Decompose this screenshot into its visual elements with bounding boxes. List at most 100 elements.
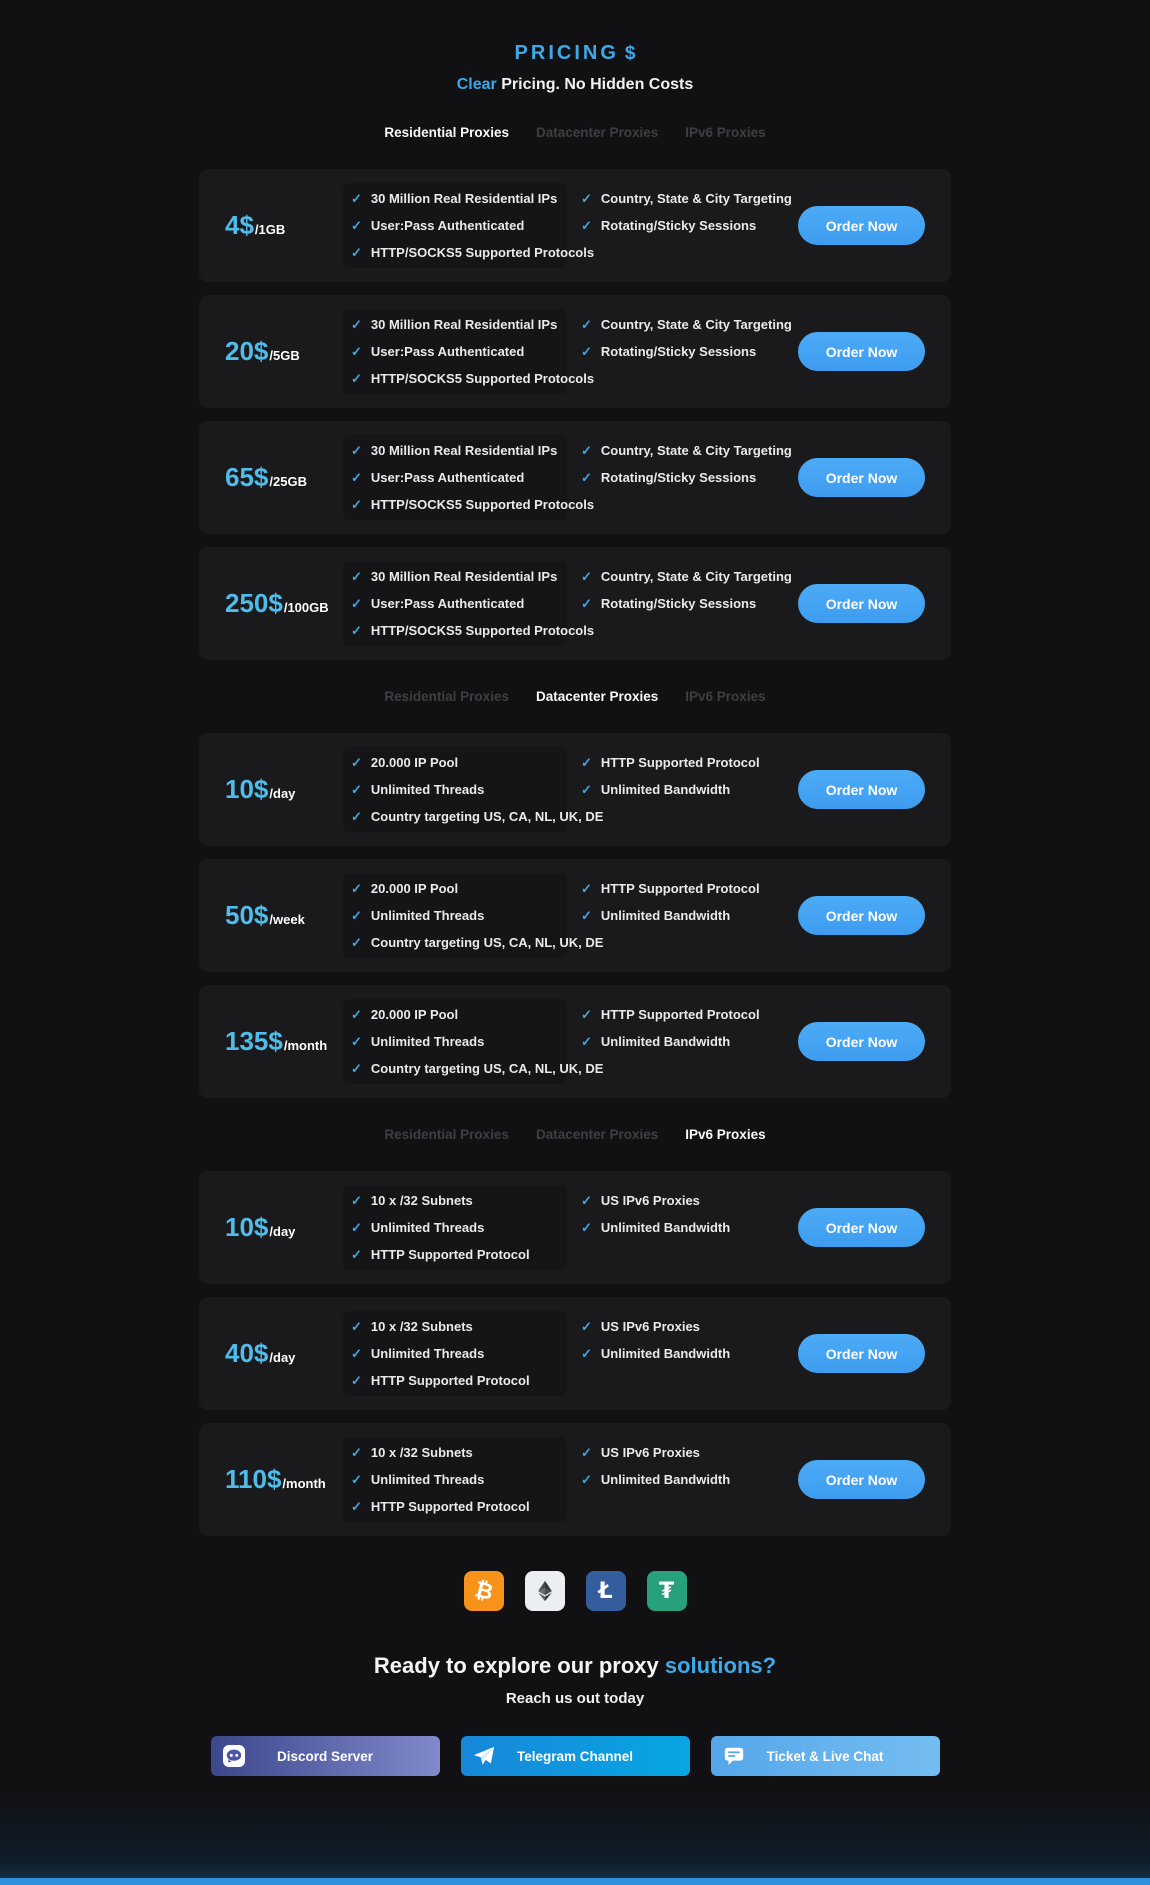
- feature-item: ✓ 30 Million Real Residential IPs: [351, 185, 557, 212]
- feature-item: ✓ User:Pass Authenticated: [351, 590, 557, 617]
- pricing-card-residential-100gb: 250$/100GB ✓ 30 Million Real Residential …: [199, 547, 951, 660]
- feature-item: ✓ Unlimited Bandwidth: [581, 1028, 760, 1055]
- feature-text: Unlimited Threads: [370, 782, 485, 797]
- check-icon: ✓: [351, 1246, 362, 1262]
- tether-icon[interactable]: ₮: [646, 1571, 687, 1611]
- cta-heading-main: Ready to explore our proxy: [373, 1653, 665, 1678]
- feature-text: HTTP Supported Protocol: [600, 1007, 760, 1022]
- check-icon: ✓: [351, 1060, 362, 1076]
- order-now-button[interactable]: Order Now: [798, 458, 925, 497]
- feature-item: ✓ 20.000 IP Pool: [351, 749, 557, 776]
- tab-residential-proxies[interactable]: Residential Proxies: [384, 1127, 509, 1142]
- feature-text: Rotating/Sticky Sessions: [600, 470, 757, 485]
- check-icon: ✓: [581, 1471, 592, 1487]
- price-amount: 10$: [225, 1212, 269, 1242]
- feature-item: ✓ User:Pass Authenticated: [351, 212, 557, 239]
- feature-text: Country, State & City Targeting: [600, 443, 792, 458]
- feature-text: Country targeting US, CA, NL, UK, DE: [370, 935, 604, 950]
- features-panel: ✓ 20.000 IP Pool ✓ Unlimited Threads ✓ Coun…: [343, 999, 798, 1084]
- feature-item: ✓ Unlimited Bandwidth: [581, 1340, 730, 1367]
- tab-residential-proxies[interactable]: Residential Proxies: [384, 125, 509, 140]
- feature-item: ✓ HTTP Supported Protocol: [351, 1241, 557, 1268]
- cta-heading: Ready to explore our proxy solutions?: [199, 1653, 951, 1679]
- features-panel: ✓ 30 Million Real Residential IPs ✓ User:P…: [343, 561, 798, 646]
- feature-text: HTTP Supported Protocol: [370, 1499, 530, 1514]
- bitcoin-symbol: ₿: [471, 1577, 496, 1606]
- tab-datacenter-proxies[interactable]: Datacenter Proxies: [535, 1127, 659, 1142]
- check-icon: ✓: [351, 1471, 362, 1487]
- check-icon: ✓: [351, 1444, 362, 1460]
- check-icon: ✓: [581, 217, 592, 233]
- pricing-card-ipv6-day-40: 40$/day ✓ 10 x /32 Subnets ✓ Unlimited Thr…: [199, 1297, 951, 1410]
- feature-item: ✓ US IPv6 Proxies: [581, 1313, 730, 1340]
- features-panel: ✓ 30 Million Real Residential IPs ✓ User:P…: [343, 309, 798, 394]
- ticket-button-label: Ticket & Live Chat: [766, 1748, 884, 1764]
- check-icon: ✓: [351, 808, 362, 824]
- ethereum-icon[interactable]: [524, 1571, 565, 1611]
- feature-text: US IPv6 Proxies: [600, 1445, 700, 1460]
- order-now-button[interactable]: Order Now: [798, 1208, 925, 1247]
- order-now-button[interactable]: Order Now: [798, 1460, 925, 1499]
- features-panel: ✓ 10 x /32 Subnets ✓ Unlimited Threads ✓ HT…: [343, 1311, 798, 1396]
- price: 65$/25GB: [225, 462, 343, 493]
- check-icon: ✓: [581, 1219, 592, 1235]
- tab-datacenter-proxies[interactable]: Datacenter Proxies: [535, 125, 659, 140]
- feature-text: HTTP/SOCKS5 Supported Protocols: [370, 497, 595, 512]
- telegram-channel-button[interactable]: Telegram Channel: [460, 1736, 690, 1776]
- tab-ipv6-proxies[interactable]: IPv6 Proxies: [685, 689, 766, 704]
- check-icon: ✓: [581, 442, 592, 458]
- discord-server-button[interactable]: Discord Server: [210, 1736, 440, 1776]
- cta-heading-accent: solutions?: [664, 1653, 777, 1678]
- feature-item: ✓ User:Pass Authenticated: [351, 338, 557, 365]
- feature-item: ✓ 30 Million Real Residential IPs: [351, 563, 557, 590]
- proxy-type-tabs-ipv6-section: Residential Proxies Datacenter Proxies I…: [199, 1126, 951, 1144]
- check-icon: ✓: [581, 1192, 592, 1208]
- feature-item: ✓ Unlimited Threads: [351, 1214, 557, 1241]
- feature-item: ✓ Country targeting US, CA, NL, UK, DE: [351, 929, 603, 956]
- tab-residential-proxies[interactable]: Residential Proxies: [384, 689, 509, 704]
- telegram-button-label: Telegram Channel: [516, 1748, 634, 1764]
- tab-ipv6-proxies[interactable]: IPv6 Proxies: [685, 1127, 766, 1142]
- feature-text: Unlimited Threads: [370, 1346, 485, 1361]
- features-panel: ✓ 10 x /32 Subnets ✓ Unlimited Threads ✓ HT…: [343, 1185, 798, 1270]
- feature-text: Rotating/Sticky Sessions: [600, 218, 757, 233]
- bitcoin-icon[interactable]: ₿: [463, 1571, 504, 1611]
- price-unit: /5GB: [269, 348, 300, 363]
- feature-text: 20.000 IP Pool: [370, 1007, 459, 1022]
- feature-text: HTTP/SOCKS5 Supported Protocols: [370, 245, 595, 260]
- price-unit: /month: [282, 1476, 326, 1491]
- check-icon: ✓: [351, 1318, 362, 1334]
- feature-item: ✓ US IPv6 Proxies: [581, 1439, 730, 1466]
- feature-text: Country targeting US, CA, NL, UK, DE: [370, 809, 604, 824]
- feature-text: User:Pass Authenticated: [370, 596, 525, 611]
- price-unit: /month: [283, 1038, 328, 1053]
- pricing-card-residential-5gb: 20$/5GB ✓ 30 Million Real Residential IPs…: [199, 295, 951, 408]
- feature-item: ✓ Unlimited Bandwidth: [581, 1214, 730, 1241]
- order-now-button[interactable]: Order Now: [798, 584, 925, 623]
- feature-item: ✓ Country, State & City Targeting: [581, 185, 792, 212]
- ticket-live-chat-button[interactable]: Ticket & Live Chat: [710, 1736, 940, 1776]
- check-icon: ✓: [581, 595, 592, 611]
- footer-accent-bar: [0, 1878, 1150, 1885]
- order-now-button[interactable]: Order Now: [798, 206, 925, 245]
- tab-datacenter-proxies[interactable]: Datacenter Proxies: [535, 689, 659, 704]
- tab-ipv6-proxies[interactable]: IPv6 Proxies: [685, 125, 766, 140]
- feature-text: 30 Million Real Residential IPs: [370, 443, 558, 458]
- order-now-button[interactable]: Order Now: [798, 770, 925, 809]
- order-now-button[interactable]: Order Now: [798, 896, 925, 935]
- price-unit: /day: [269, 786, 296, 801]
- check-icon: ✓: [581, 1033, 592, 1049]
- features-panel: ✓ 20.000 IP Pool ✓ Unlimited Threads ✓ Coun…: [343, 747, 798, 832]
- order-now-button[interactable]: Order Now: [798, 332, 925, 371]
- order-now-button[interactable]: Order Now: [798, 1334, 925, 1373]
- price-unit: /100GB: [283, 600, 329, 615]
- feature-text: HTTP/SOCKS5 Supported Protocols: [370, 371, 595, 386]
- litecoin-icon[interactable]: Ł: [585, 1571, 626, 1611]
- price-amount: 65$: [225, 462, 269, 492]
- feature-text: Unlimited Threads: [370, 1472, 485, 1487]
- feature-item: ✓ US IPv6 Proxies: [581, 1187, 730, 1214]
- order-now-button[interactable]: Order Now: [798, 1022, 925, 1061]
- check-icon: ✓: [581, 1006, 592, 1022]
- feature-text: Unlimited Bandwidth: [600, 782, 731, 797]
- feature-text: US IPv6 Proxies: [600, 1319, 700, 1334]
